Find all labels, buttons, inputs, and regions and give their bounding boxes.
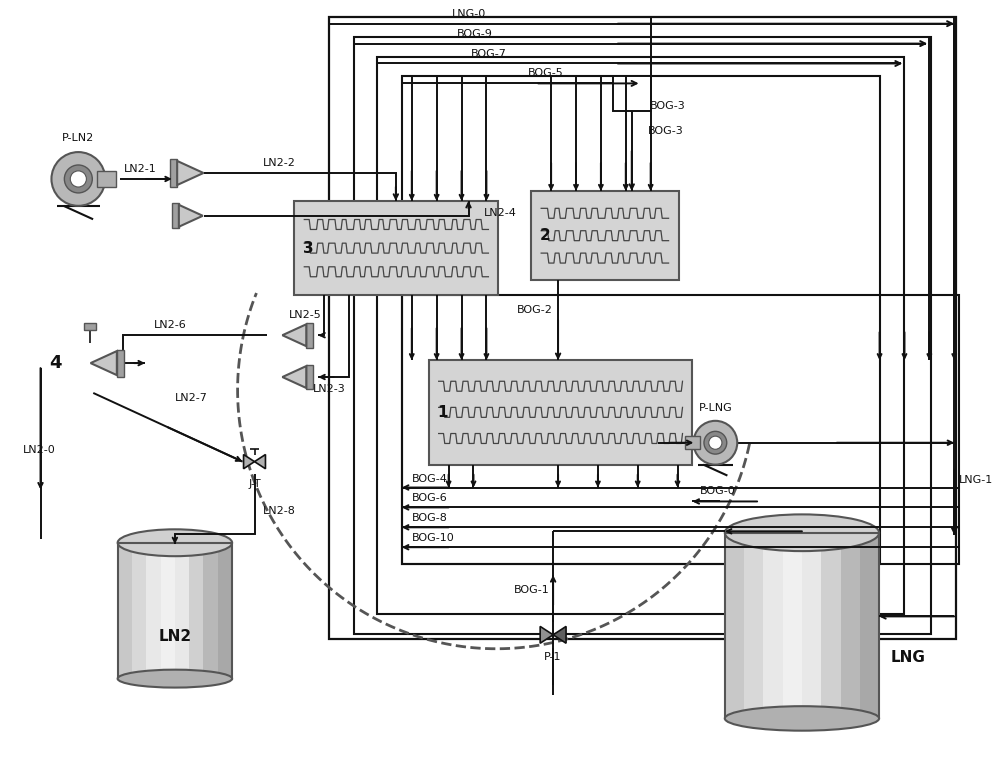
- Text: LNG-1: LNG-1: [959, 475, 993, 485]
- Text: BOG-7: BOG-7: [470, 48, 506, 58]
- Polygon shape: [255, 455, 265, 469]
- Bar: [860, 533, 879, 719]
- Circle shape: [51, 152, 105, 206]
- Bar: [218, 543, 232, 679]
- Bar: [744, 533, 763, 719]
- Bar: [613, 77, 651, 111]
- Ellipse shape: [118, 529, 232, 556]
- Text: 3: 3: [303, 241, 314, 255]
- Text: BOG-1: BOG-1: [513, 585, 549, 595]
- Text: LNG-0: LNG-0: [451, 8, 486, 18]
- Bar: [725, 533, 744, 719]
- Text: 4: 4: [49, 354, 62, 372]
- Bar: [763, 533, 783, 719]
- Text: LN2-3: LN2-3: [313, 384, 346, 394]
- Polygon shape: [179, 205, 203, 227]
- Bar: [685, 436, 700, 449]
- Bar: [117, 350, 124, 377]
- Text: BOG-9: BOG-9: [457, 28, 492, 38]
- Text: LN2-7: LN2-7: [175, 393, 208, 403]
- Polygon shape: [282, 366, 306, 388]
- Text: P-LNG: P-LNG: [698, 403, 732, 413]
- Circle shape: [709, 436, 722, 449]
- Bar: [161, 543, 175, 679]
- Text: BOG-8: BOG-8: [412, 513, 448, 523]
- Bar: [783, 533, 802, 719]
- Bar: [306, 364, 313, 390]
- Bar: [306, 323, 313, 347]
- Bar: [531, 191, 679, 281]
- Text: BOG-3: BOG-3: [650, 101, 685, 111]
- Polygon shape: [177, 161, 203, 185]
- Bar: [97, 171, 116, 187]
- Bar: [132, 543, 146, 679]
- Text: P-LN2: P-LN2: [62, 133, 94, 143]
- Text: BOG-4: BOG-4: [412, 473, 448, 483]
- Bar: [802, 533, 821, 719]
- Text: BOG-10: BOG-10: [412, 533, 455, 543]
- Text: LN2-1: LN2-1: [124, 164, 156, 174]
- Bar: [294, 201, 498, 295]
- Text: LN2-6: LN2-6: [154, 321, 186, 331]
- Text: LN2-8: LN2-8: [262, 506, 295, 516]
- Text: LN2-5: LN2-5: [288, 311, 321, 321]
- Bar: [429, 360, 692, 465]
- Bar: [377, 57, 904, 614]
- Circle shape: [704, 431, 727, 454]
- Bar: [841, 533, 860, 719]
- Ellipse shape: [725, 515, 879, 551]
- Ellipse shape: [725, 706, 879, 731]
- Bar: [118, 543, 232, 679]
- Bar: [170, 160, 177, 186]
- Text: BOG-6: BOG-6: [412, 493, 448, 503]
- Ellipse shape: [118, 670, 232, 687]
- Bar: [725, 533, 879, 719]
- Text: J-T: J-T: [248, 479, 261, 489]
- Bar: [84, 323, 96, 331]
- Bar: [821, 533, 841, 719]
- Circle shape: [64, 165, 92, 193]
- Bar: [175, 543, 189, 679]
- Text: LN2-4: LN2-4: [483, 208, 516, 218]
- Polygon shape: [553, 627, 566, 644]
- Bar: [172, 203, 179, 228]
- Text: LN2: LN2: [158, 629, 191, 644]
- Polygon shape: [282, 324, 306, 346]
- Bar: [203, 543, 218, 679]
- Text: 1: 1: [437, 405, 448, 420]
- Text: BOG-2: BOG-2: [517, 305, 553, 315]
- Bar: [329, 17, 956, 639]
- Bar: [146, 543, 161, 679]
- Bar: [402, 295, 959, 565]
- Text: BOG-0: BOG-0: [699, 486, 735, 496]
- Text: P-1: P-1: [544, 652, 562, 662]
- Circle shape: [693, 421, 737, 465]
- Text: LNG: LNG: [891, 650, 926, 665]
- Text: BOG-3: BOG-3: [648, 127, 683, 137]
- Bar: [118, 543, 132, 679]
- Polygon shape: [540, 627, 553, 644]
- Text: LN2-2: LN2-2: [263, 158, 296, 168]
- Bar: [402, 77, 880, 565]
- Text: 2: 2: [540, 229, 551, 243]
- Bar: [354, 37, 931, 634]
- Polygon shape: [91, 351, 117, 375]
- Circle shape: [70, 171, 86, 187]
- Polygon shape: [244, 455, 255, 469]
- Text: BOG-5: BOG-5: [528, 68, 564, 78]
- Bar: [189, 543, 203, 679]
- Text: LN2-0: LN2-0: [23, 445, 55, 455]
